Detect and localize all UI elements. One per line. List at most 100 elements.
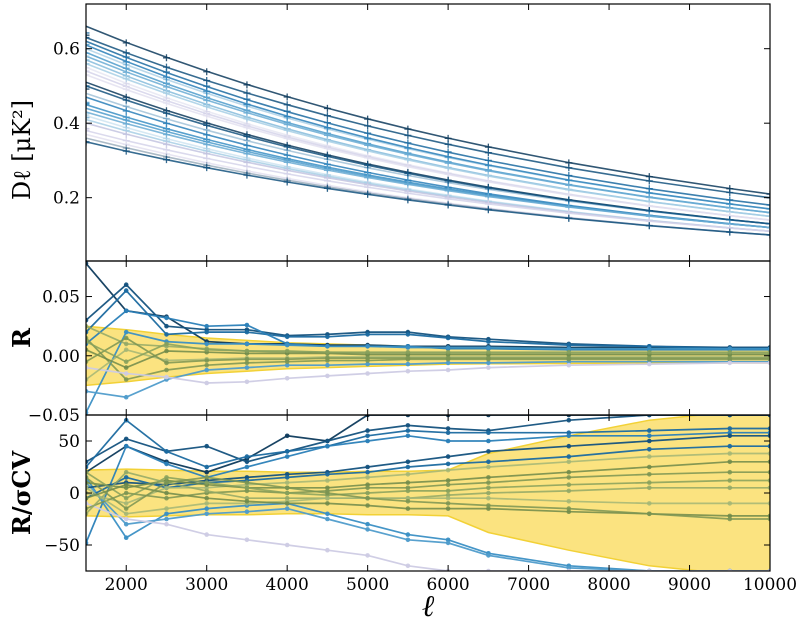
dl-point-marker: [122, 85, 130, 93]
residual-point: [204, 480, 209, 485]
residual-point: [244, 464, 250, 470]
dl-point-marker: [364, 115, 372, 123]
residual-point: [486, 345, 491, 350]
residual-point: [566, 443, 572, 449]
residual-point: [164, 490, 169, 496]
residual-point: [566, 342, 572, 348]
dl-point-marker: [86, 138, 90, 146]
residual-point: [164, 360, 169, 366]
residual-point: [204, 367, 209, 373]
residual-point: [647, 454, 652, 459]
dl-point-marker: [203, 68, 211, 76]
residual-point: [204, 495, 209, 501]
residual-point: [123, 482, 129, 488]
residual-point: [486, 553, 491, 558]
residual-point: [405, 368, 411, 374]
dl-point-marker: [323, 184, 331, 192]
residual-point: [365, 332, 370, 337]
residual-point: [647, 438, 652, 444]
residual-point: [566, 355, 572, 361]
y-tick-label: 0.05: [42, 288, 80, 308]
dl-point-marker: [323, 152, 331, 160]
residual-point: [727, 443, 733, 449]
residual-point: [284, 480, 290, 485]
residual-point: [123, 443, 129, 449]
residual-point: [647, 433, 652, 439]
residual-point: [365, 361, 370, 367]
residual-point: [405, 532, 411, 537]
dl-point-marker: [766, 201, 770, 209]
residual-point: [204, 469, 209, 475]
dl-point-marker: [122, 130, 130, 138]
dl-point-marker: [444, 201, 452, 209]
residual-point: [204, 323, 209, 329]
dl-point-marker: [283, 93, 291, 101]
dl-point-marker: [86, 114, 90, 122]
dl-point-marker: [283, 126, 291, 134]
dl-point-marker: [162, 89, 170, 97]
x-tick-label: 5000: [346, 575, 389, 595]
residual-point: [284, 454, 290, 459]
residual-point: [486, 475, 491, 480]
residual-point: [244, 357, 250, 362]
residual-point: [123, 329, 129, 335]
residual-point: [204, 347, 209, 353]
residual-point: [486, 459, 491, 465]
residual-point: [123, 495, 129, 501]
residual-point: [365, 428, 370, 433]
dl-point-marker: [283, 134, 291, 142]
residual-point: [325, 438, 330, 444]
residual-point: [405, 428, 411, 433]
dl-point-marker: [243, 100, 251, 108]
dl-point-marker: [122, 147, 130, 155]
residual-point: [325, 334, 330, 340]
residual-point: [727, 451, 733, 456]
dl-point-marker: [766, 205, 770, 213]
dl-panel: [86, 25, 770, 239]
residual-point: [445, 454, 451, 459]
dl-point-marker: [766, 190, 770, 198]
dl-point-marker: [364, 154, 372, 162]
dl-point-marker: [565, 214, 573, 222]
dl-point-marker: [86, 125, 90, 133]
residual-point: [445, 501, 451, 506]
dl-point-marker: [283, 143, 291, 151]
residual-point: [405, 499, 411, 504]
residual-point: [284, 376, 290, 381]
residual-point: [365, 475, 370, 480]
residual-point: [727, 478, 733, 483]
residual-point: [486, 360, 491, 366]
residual-point: [325, 495, 330, 501]
residual-point: [365, 495, 370, 501]
dl-point-marker: [86, 83, 90, 91]
residual-point: [123, 371, 129, 376]
residual-point: [164, 341, 169, 347]
residual-point: [486, 349, 491, 355]
residual-point: [405, 472, 411, 477]
residual-point: [204, 488, 209, 494]
dl-point-marker: [203, 164, 211, 172]
residual-point: [405, 349, 411, 355]
dl-point-marker: [243, 124, 251, 132]
residual-point: [365, 355, 370, 361]
residual-point: [566, 349, 572, 355]
dl-axis-label: Dℓ [μK²]: [8, 100, 36, 200]
residual-point: [325, 511, 330, 517]
dl-point-marker: [86, 31, 90, 39]
dl-point-marker: [162, 54, 170, 62]
residual-point: [727, 485, 733, 491]
residual-point: [647, 447, 652, 452]
residual-point: [204, 506, 209, 511]
dl-series-line: [86, 92, 770, 225]
residual-point: [727, 349, 733, 355]
residual-point: [405, 480, 411, 485]
dl-point-marker: [484, 206, 492, 214]
dl-point-marker: [645, 177, 653, 185]
residual-point: [566, 362, 572, 368]
x-tick-label: 3000: [185, 575, 228, 595]
y-tick-label: 0: [69, 484, 80, 504]
dl-point-marker: [122, 96, 130, 104]
dl-point-marker: [122, 75, 130, 83]
dl-point-marker: [645, 222, 653, 230]
residual-point: [204, 475, 209, 480]
